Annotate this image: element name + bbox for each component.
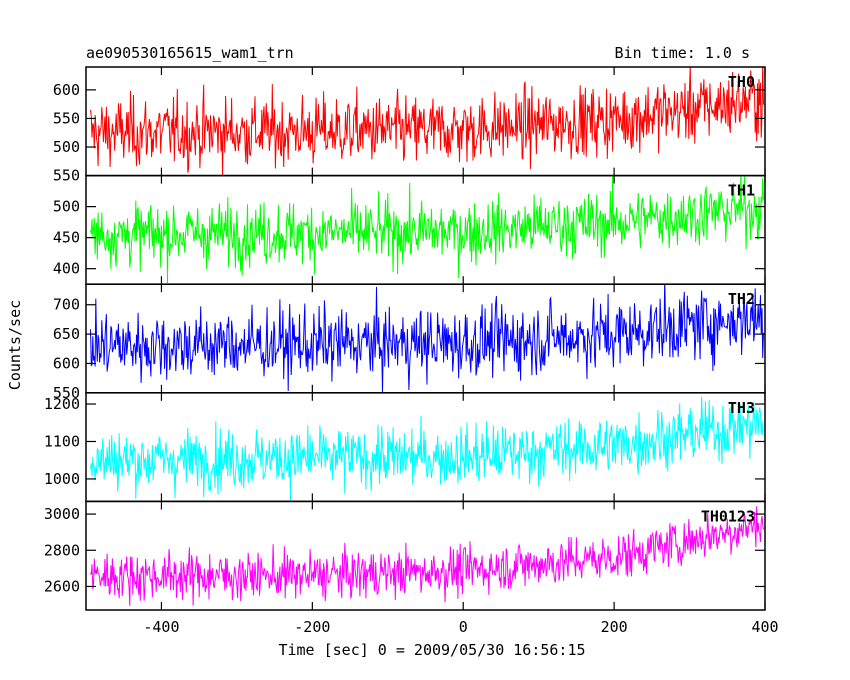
y-tick-label: 550	[53, 109, 80, 127]
panel-label-th0123: TH0123	[701, 507, 755, 525]
y-tick-label: 3000	[44, 505, 80, 523]
panels-group: 500 550 600 TH0 400 450 500 550 TH1 550 600 650 700 T…	[44, 66, 766, 611]
panel-label-th2: TH2	[728, 290, 755, 308]
x-axis-label: Time [sec] 0 = 2009/05/30 16:56:15	[278, 641, 585, 659]
panel-th0123: 2600 2800 3000 TH0123	[44, 500, 766, 611]
y-tick-label: 450	[53, 229, 80, 247]
y-tick-label: 1100	[44, 432, 80, 450]
bin-time-label: Bin time: 1.0 s	[614, 44, 750, 62]
series-line-th2	[90, 284, 764, 393]
series-line-th3	[90, 396, 764, 501]
panel-th2: 550 600 650 700 TH2	[53, 283, 766, 402]
x-tick-label: 200	[601, 618, 628, 636]
chart-title: ae090530165615_wam1_trn	[86, 44, 294, 62]
y-tick-label: 650	[53, 325, 80, 343]
x-axis: -400 -200 0 200 400	[143, 618, 778, 636]
y-tick-label: 1000	[44, 470, 80, 488]
y-tick-label: 550	[53, 384, 80, 402]
y-tick-label: 1200	[44, 395, 80, 413]
x-tick-label: -400	[143, 618, 179, 636]
x-tick-label: 0	[459, 618, 468, 636]
y-tick-label: 2800	[44, 541, 80, 559]
panel-th3: 1000 1100 1200 TH3	[44, 392, 766, 503]
panel-th0: 500 550 600 TH0	[53, 66, 766, 177]
y-tick-label: 500	[53, 138, 80, 156]
y-tick-label: 2600	[44, 577, 80, 595]
series-line-th0	[90, 67, 764, 176]
y-tick-label: 700	[53, 296, 80, 314]
panel-frame	[85, 500, 766, 611]
y-tick-label: 400	[53, 260, 80, 278]
panel-label-th0: TH0	[728, 73, 755, 91]
y-tick-label: 600	[53, 81, 80, 99]
series-line-th0123	[90, 506, 764, 606]
y-axis-label: Counts/sec	[6, 300, 24, 390]
y-tick-label: 550	[53, 167, 80, 185]
y-tick-label: 600	[53, 354, 80, 372]
panel-label-th3: TH3	[728, 399, 755, 417]
panel-label-th1: TH1	[728, 182, 755, 200]
x-tick-label: -200	[294, 618, 330, 636]
series-line-th1	[90, 175, 764, 284]
panel-th1: 400 450 500 550 TH1	[53, 167, 766, 285]
x-tick-label: 400	[751, 618, 778, 636]
y-tick-label: 500	[53, 198, 80, 216]
